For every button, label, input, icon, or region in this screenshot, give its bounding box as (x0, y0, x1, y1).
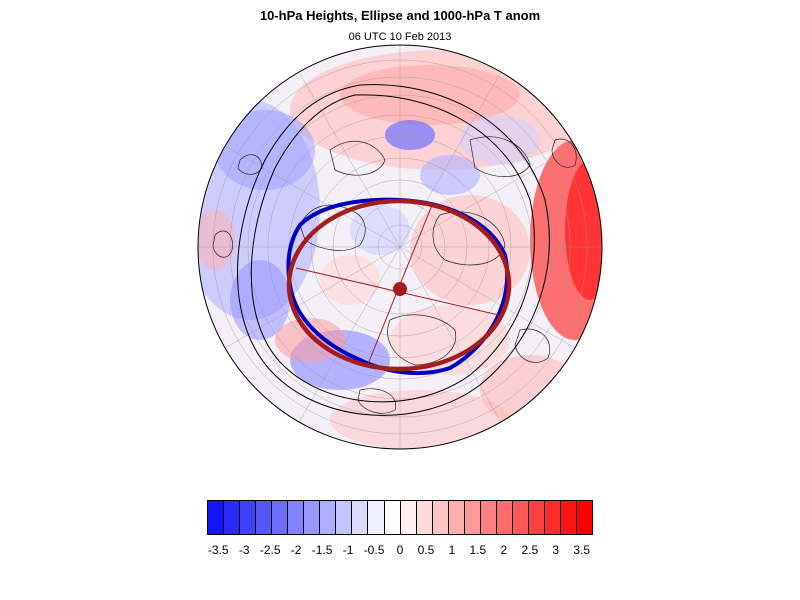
colorbar-cell (336, 501, 353, 534)
colorbar-cell (256, 501, 273, 534)
colorbar-cell (272, 501, 289, 534)
colorbar-cell (544, 501, 562, 534)
colorbar (207, 500, 593, 535)
colorbar-tick-label: 1.5 (469, 543, 487, 557)
colorbar-cell (464, 501, 481, 534)
ellipse-center (393, 282, 407, 296)
colorbar-cell (288, 501, 305, 534)
colorbar-tick-label: 2 (500, 543, 508, 557)
colorbar-tick-label: 0.5 (417, 543, 435, 557)
coastlines (212, 136, 577, 414)
vortex-ellipse (286, 198, 512, 372)
colorbar-cell (400, 501, 417, 534)
colorbar-cell (528, 501, 545, 534)
colorbar-cell (496, 501, 513, 534)
colorbar-cell (352, 501, 369, 534)
colorbar-tick-label: -1.5 (311, 543, 333, 557)
colorbar-cell (240, 501, 257, 534)
globe-outline (197, 44, 603, 450)
colorbar-tick-label: 3 (552, 543, 560, 557)
colorbar-cell (224, 501, 241, 534)
colorbar-cell (432, 501, 449, 534)
colorbar-cell (561, 501, 578, 534)
temperature-anomaly-field (198, 45, 602, 449)
colorbar-cell (480, 501, 497, 534)
chart-title: 10-hPa Heights, Ellipse and 1000-hPa T a… (259, 8, 541, 23)
colorbar-cell (304, 501, 321, 534)
colorbar-labels: -3.5 -3 -2.5 -2 -1.5 -1 -0.5 0 0.5 1 1.5 2 2.5 3 3.5 (207, 543, 593, 561)
colorbar-tick-label: 0 (396, 543, 404, 557)
colorbar-tick-label: 2.5 (521, 543, 539, 557)
longitude-grid (198, 45, 602, 449)
colorbar-tick-label: -2 (290, 543, 302, 557)
colorbar-cell (577, 501, 593, 534)
colorbar-tick-label: -3.5 (207, 543, 229, 557)
colorbar-cell (368, 501, 385, 534)
colorbar-tick-label: -2.5 (259, 543, 281, 557)
colorbar-cell (208, 501, 225, 534)
colorbar-cell (416, 501, 433, 534)
colorbar-cell (320, 501, 337, 534)
colorbar-tick-label: -3 (238, 543, 250, 557)
height-contours (237, 84, 550, 416)
colorbar-tick-label: -1 (342, 543, 354, 557)
colorbar-cell (384, 501, 401, 534)
colorbar-tick-label: 3.5 (573, 543, 591, 557)
chart-subtitle: 06 UTC 10 Feb 2013 (348, 31, 452, 43)
colorbar-tick-label: 1 (448, 543, 456, 557)
colorbar-tick-label: -0.5 (363, 543, 385, 557)
colorbar-cell (512, 501, 529, 534)
colorbar-cell (448, 501, 465, 534)
